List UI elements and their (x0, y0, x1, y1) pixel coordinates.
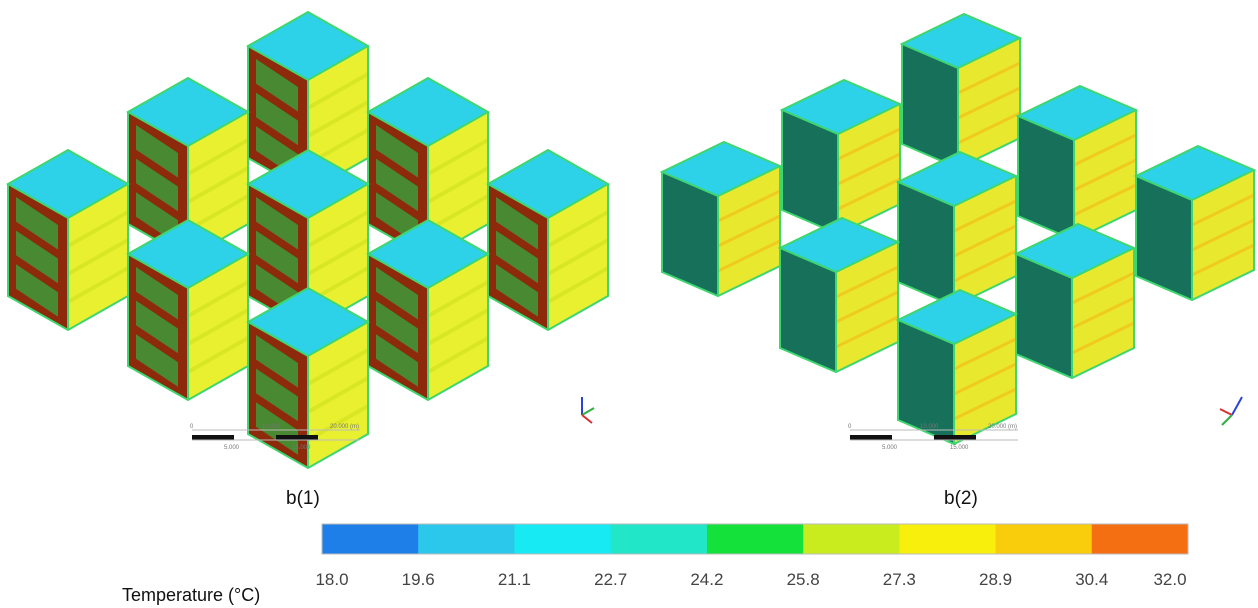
cube-left-block (256, 335, 298, 388)
cube-left-face (1018, 116, 1074, 240)
legend-swatch-6 (803, 524, 900, 554)
cube-b2-2 (779, 78, 903, 236)
cube-b1-7 (125, 218, 251, 402)
legend-swatch-2 (418, 524, 515, 554)
legend-tick-label: 27.3 (882, 570, 916, 589)
scale-label-10: 10.000 (262, 424, 281, 430)
scale-label-15: 15.000 (950, 445, 969, 451)
cube-left-block (496, 197, 538, 250)
cube-b1-6 (485, 148, 611, 332)
scale-label-10: 10.000 (920, 424, 939, 430)
panel-b1-cube-array (5, 10, 611, 470)
cube-b1-9 (245, 286, 371, 470)
legend-swatch-9 (1091, 524, 1189, 554)
temperature-color-bar (321, 523, 1189, 555)
legend-tick-label: 22.7 (594, 570, 628, 589)
cube-left-face (782, 110, 838, 234)
panel-b2-cube-array (659, 12, 1257, 446)
cube-left-block (256, 197, 298, 250)
cube-left-block (376, 300, 418, 354)
cube-b2-3 (1015, 84, 1139, 242)
legend-tick-label: 19.6 (401, 570, 435, 589)
legend-swatch-7 (899, 524, 997, 554)
legend-swatch-8 (995, 524, 1093, 554)
cube-b2-4 (659, 140, 783, 298)
cube-left-block (376, 334, 418, 387)
panel-label-b1: b(1) (286, 488, 320, 509)
cube-b1-3 (365, 76, 491, 260)
legend-swatch-3 (514, 524, 612, 554)
cube-left-block (256, 59, 298, 112)
cube-left-face (662, 172, 718, 296)
cube-b2-1 (899, 12, 1023, 170)
cube-left-block (376, 267, 418, 320)
cube-left-face (1016, 254, 1072, 378)
cube-left-face (780, 248, 836, 372)
cube-left-block (256, 230, 298, 284)
legend-swatch-4 (610, 524, 708, 554)
cube-left-block (16, 264, 58, 317)
cube-left-block (136, 158, 178, 212)
cube-b1-8 (365, 218, 491, 402)
axis-triad-icon (581, 397, 595, 424)
cube-b2-8 (1013, 222, 1137, 380)
cube-b2-6 (1133, 144, 1257, 302)
scale-label-5: 5.000 (224, 445, 240, 451)
cube-left-block (136, 334, 178, 387)
cube-left-block (376, 125, 418, 178)
cube-left-block (136, 300, 178, 354)
axis-triad-icon (1219, 396, 1243, 426)
cube-left-block (16, 197, 58, 250)
panel-label-b2: b(2) (944, 488, 978, 509)
cube-b1-4 (5, 148, 131, 332)
cube-left-block (496, 230, 538, 284)
cube-left-block (136, 267, 178, 320)
legend-tick-label: 18.0 (315, 570, 349, 589)
legend-tick-label: 30.4 (1075, 570, 1109, 589)
cube-left-face (1136, 176, 1192, 300)
scale-label-20: 20.000 (m) (330, 424, 359, 430)
scale-label-0: 0 (190, 424, 194, 430)
legend-swatch-1 (322, 524, 419, 554)
legend-tick-label: 25.8 (786, 570, 820, 589)
cube-left-face (898, 182, 954, 306)
cube-b2-5 (895, 150, 1019, 308)
cube-left-block (16, 230, 58, 284)
legend-tick-label: 21.1 (497, 570, 531, 589)
cube-left-block (256, 368, 298, 422)
cube-left-block (136, 125, 178, 178)
legend-tick-label: 24.2 (690, 570, 724, 589)
legend-title: Temperature (°C) (122, 585, 261, 605)
scale-label-20: 20.000 (m) (988, 424, 1017, 430)
cube-left-block (256, 402, 298, 455)
cube-left-block (376, 158, 418, 212)
scale-bar-b2: 0 10.000 20.000 (m) 5.000 15.000 (848, 424, 1018, 451)
cube-b1-2 (125, 76, 251, 260)
cube-left-face (902, 44, 958, 168)
legend-tick-label: 28.9 (979, 570, 1013, 589)
cube-left-block (496, 264, 538, 317)
cube-b2-7 (777, 216, 901, 374)
cube-b2-9 (895, 288, 1019, 446)
scale-label-0: 0 (848, 424, 852, 430)
legend-tick-label: 32.0 (1153, 570, 1187, 589)
scale-label-5: 5.000 (882, 445, 898, 451)
scale-bar-b1: 0 10.000 20.000 (m) 5.000 15.000 (190, 424, 360, 451)
cube-left-face (898, 320, 954, 444)
cube-left-block (256, 92, 298, 146)
legend-swatch-5 (706, 524, 804, 554)
cube-b1-5 (245, 148, 371, 332)
scale-label-15: 15.000 (292, 445, 311, 451)
